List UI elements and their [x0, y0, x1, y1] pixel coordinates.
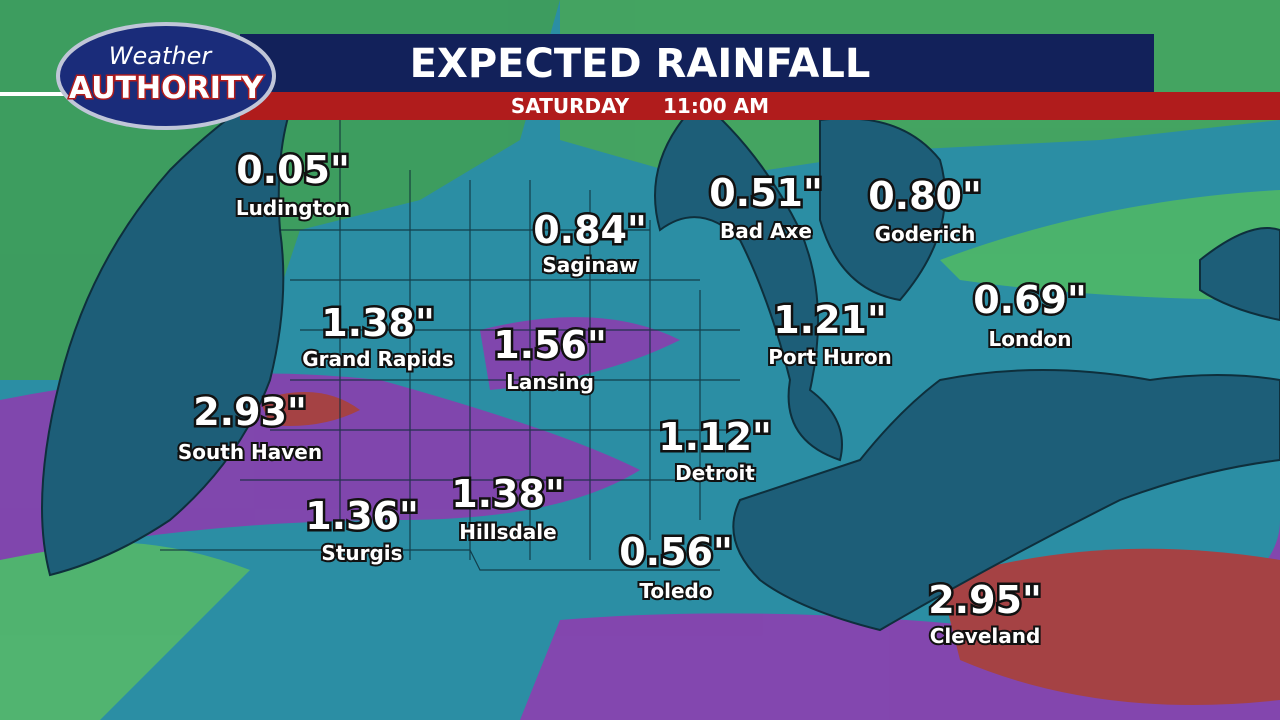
rainfall-amount: 0.69"	[973, 278, 1087, 322]
city-name: Bad Axe	[720, 219, 812, 243]
city-name: Goderich	[875, 222, 976, 246]
county-lines	[160, 120, 740, 571]
rainfall-amount: 0.80"	[868, 174, 982, 218]
time: 11:00 AM	[663, 94, 769, 118]
rainfall-amount: 1.12"	[658, 415, 772, 459]
city-name: Saginaw	[542, 253, 637, 277]
day: SATURDAY	[511, 94, 630, 118]
city-name: Hillsdale	[459, 520, 556, 544]
city-name: Cleveland	[930, 624, 1041, 648]
rainfall-amount: 2.95"	[928, 578, 1042, 622]
city-name: Toledo	[639, 579, 712, 603]
title-bar	[240, 34, 1154, 92]
city-name: London	[988, 327, 1071, 351]
logo-line2: AUTHORITY	[69, 71, 264, 106]
rainfall-amount: 1.38"	[321, 301, 435, 345]
city-name: Detroit	[675, 461, 755, 485]
rainfall-amount: 1.21"	[773, 298, 887, 342]
rainfall-amount: 1.56"	[493, 323, 607, 367]
city-name: Grand Rapids	[302, 347, 454, 371]
subtitle-bar	[240, 92, 1280, 120]
rainfall-amount: 2.93"	[193, 390, 307, 434]
logo-line1: Weather	[109, 42, 214, 70]
rainfall-amount: 0.56"	[619, 530, 733, 574]
city-name: South Haven	[178, 440, 322, 464]
city-labels: 0.05" Ludington 0.84"Saginaw 0.51" Bad Axe 0.…	[176, 146, 1089, 651]
city-name: Sturgis	[321, 541, 402, 565]
lakes	[41, 88, 1280, 632]
city-name: Port Huron	[768, 345, 892, 369]
rainfall-amount: 1.36"	[305, 494, 419, 538]
city-name: Ludington	[236, 196, 350, 220]
rainfall-amount: 1.38"	[451, 472, 565, 516]
header: EXPECTED RAINFALL SATURDAY 11:00 AM Weat…	[0, 22, 1280, 130]
title: EXPECTED RAINFALL	[410, 41, 871, 87]
city-name: Lansing	[506, 370, 594, 394]
rainfall-amount: 0.05"	[236, 148, 350, 192]
logo-badge	[56, 22, 276, 130]
rainfall-amount: 0.84"	[533, 208, 647, 252]
rainfall-amount: 0.51"	[709, 171, 823, 215]
